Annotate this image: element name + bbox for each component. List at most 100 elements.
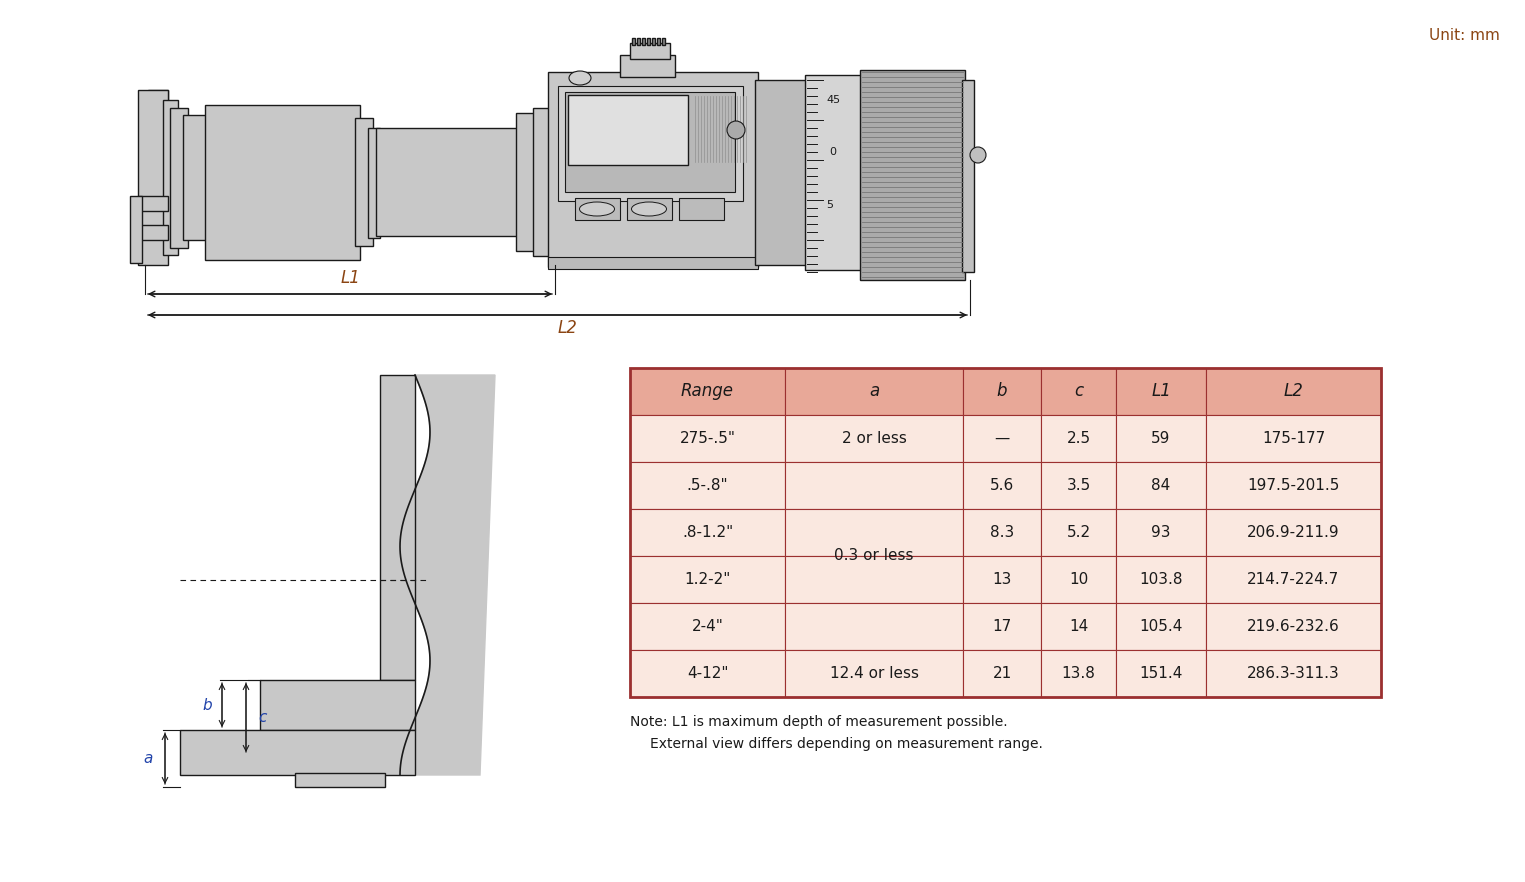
Text: 1.2-2": 1.2-2" [685,572,730,587]
Bar [1042,556,1116,603]
Bar [368,128,380,238]
Bar [630,556,785,603]
Text: L2: L2 [558,319,578,337]
Bar [785,603,962,650]
Bar [647,38,650,45]
Text: Note: L1 is maximum depth of measurement possible.: Note: L1 is maximum depth of measurement… [630,715,1008,729]
Bar [962,650,1042,697]
Text: 3.5: 3.5 [1066,478,1090,493]
Bar [662,38,665,45]
Bar [1206,556,1382,603]
Text: a: a [143,751,152,766]
Bar [637,38,640,45]
Bar [564,92,735,192]
Bar [534,108,554,256]
Text: 21: 21 [993,666,1011,681]
Bar [547,257,758,269]
Bar [962,509,1042,556]
Bar [130,196,142,263]
Text: 0: 0 [830,147,836,157]
Bar [567,95,688,165]
Text: 206.9-211.9: 206.9-211.9 [1247,525,1340,540]
Text: 286.3-311.3: 286.3-311.3 [1247,666,1340,681]
Bar [1206,415,1382,462]
Bar [785,650,962,697]
Bar [962,462,1042,509]
Text: 2.5: 2.5 [1066,431,1090,446]
Text: b: b [997,383,1006,400]
Bar [962,603,1042,650]
Bar [785,415,962,462]
Text: 5.2: 5.2 [1066,525,1090,540]
Bar [679,198,724,220]
Bar [294,773,384,787]
Text: L2: L2 [1284,383,1304,400]
Text: 45: 45 [827,95,840,105]
Bar [785,368,962,415]
Bar [1206,462,1382,509]
Text: a: a [869,383,878,400]
Text: 2-4": 2-4" [691,619,723,634]
Bar [1116,509,1206,556]
Bar [137,90,168,265]
Text: 5.6: 5.6 [990,478,1014,493]
Text: 0.3 or less: 0.3 or less [834,549,913,564]
Text: 5: 5 [827,200,833,210]
Text: 12.4 or less: 12.4 or less [830,666,918,681]
Bar [785,462,962,509]
Text: 84: 84 [1151,478,1171,493]
Bar [183,115,207,240]
Text: 175-177: 175-177 [1261,431,1325,446]
Text: c: c [258,710,267,725]
Bar [962,415,1042,462]
Text: .5-.8": .5-.8" [686,478,729,493]
Bar [785,556,962,603]
Polygon shape [400,375,496,775]
Text: 13: 13 [993,572,1011,587]
Bar [148,90,168,118]
Ellipse shape [631,202,666,216]
Bar [1206,368,1382,415]
Text: 275-.5": 275-.5" [680,431,735,446]
Bar [169,108,188,248]
Bar [137,225,168,240]
Text: .8-1.2": .8-1.2" [682,525,734,540]
Bar [630,43,669,59]
Bar [630,603,785,650]
Text: 197.5-201.5: 197.5-201.5 [1247,478,1339,493]
Text: 17: 17 [993,619,1011,634]
Bar [630,509,785,556]
Bar [653,38,656,45]
Bar [377,128,522,236]
Bar [355,118,374,246]
Text: Unit: mm: Unit: mm [1429,28,1501,43]
Bar [630,462,785,509]
Text: L1: L1 [1151,383,1171,400]
Ellipse shape [580,202,615,216]
Bar [180,730,415,775]
Bar [380,375,415,680]
Text: 10: 10 [1069,572,1089,587]
Bar [630,368,785,415]
Text: L1: L1 [340,269,360,287]
Text: 103.8: 103.8 [1139,572,1183,587]
Bar [657,38,660,45]
Bar [1116,415,1206,462]
Text: c: c [1074,383,1083,400]
Bar [805,75,863,270]
Bar [204,105,360,260]
Bar [630,415,785,462]
Bar [1042,462,1116,509]
Text: 93: 93 [1151,525,1171,540]
Text: 8.3: 8.3 [990,525,1014,540]
Bar [1042,368,1116,415]
Text: 2 or less: 2 or less [842,431,906,446]
Bar [1116,603,1206,650]
Bar [621,55,676,77]
Text: b: b [203,698,212,713]
Bar [755,80,810,265]
Bar [962,368,1042,415]
Bar [962,80,974,272]
Bar [962,556,1042,603]
Bar [1206,603,1382,650]
